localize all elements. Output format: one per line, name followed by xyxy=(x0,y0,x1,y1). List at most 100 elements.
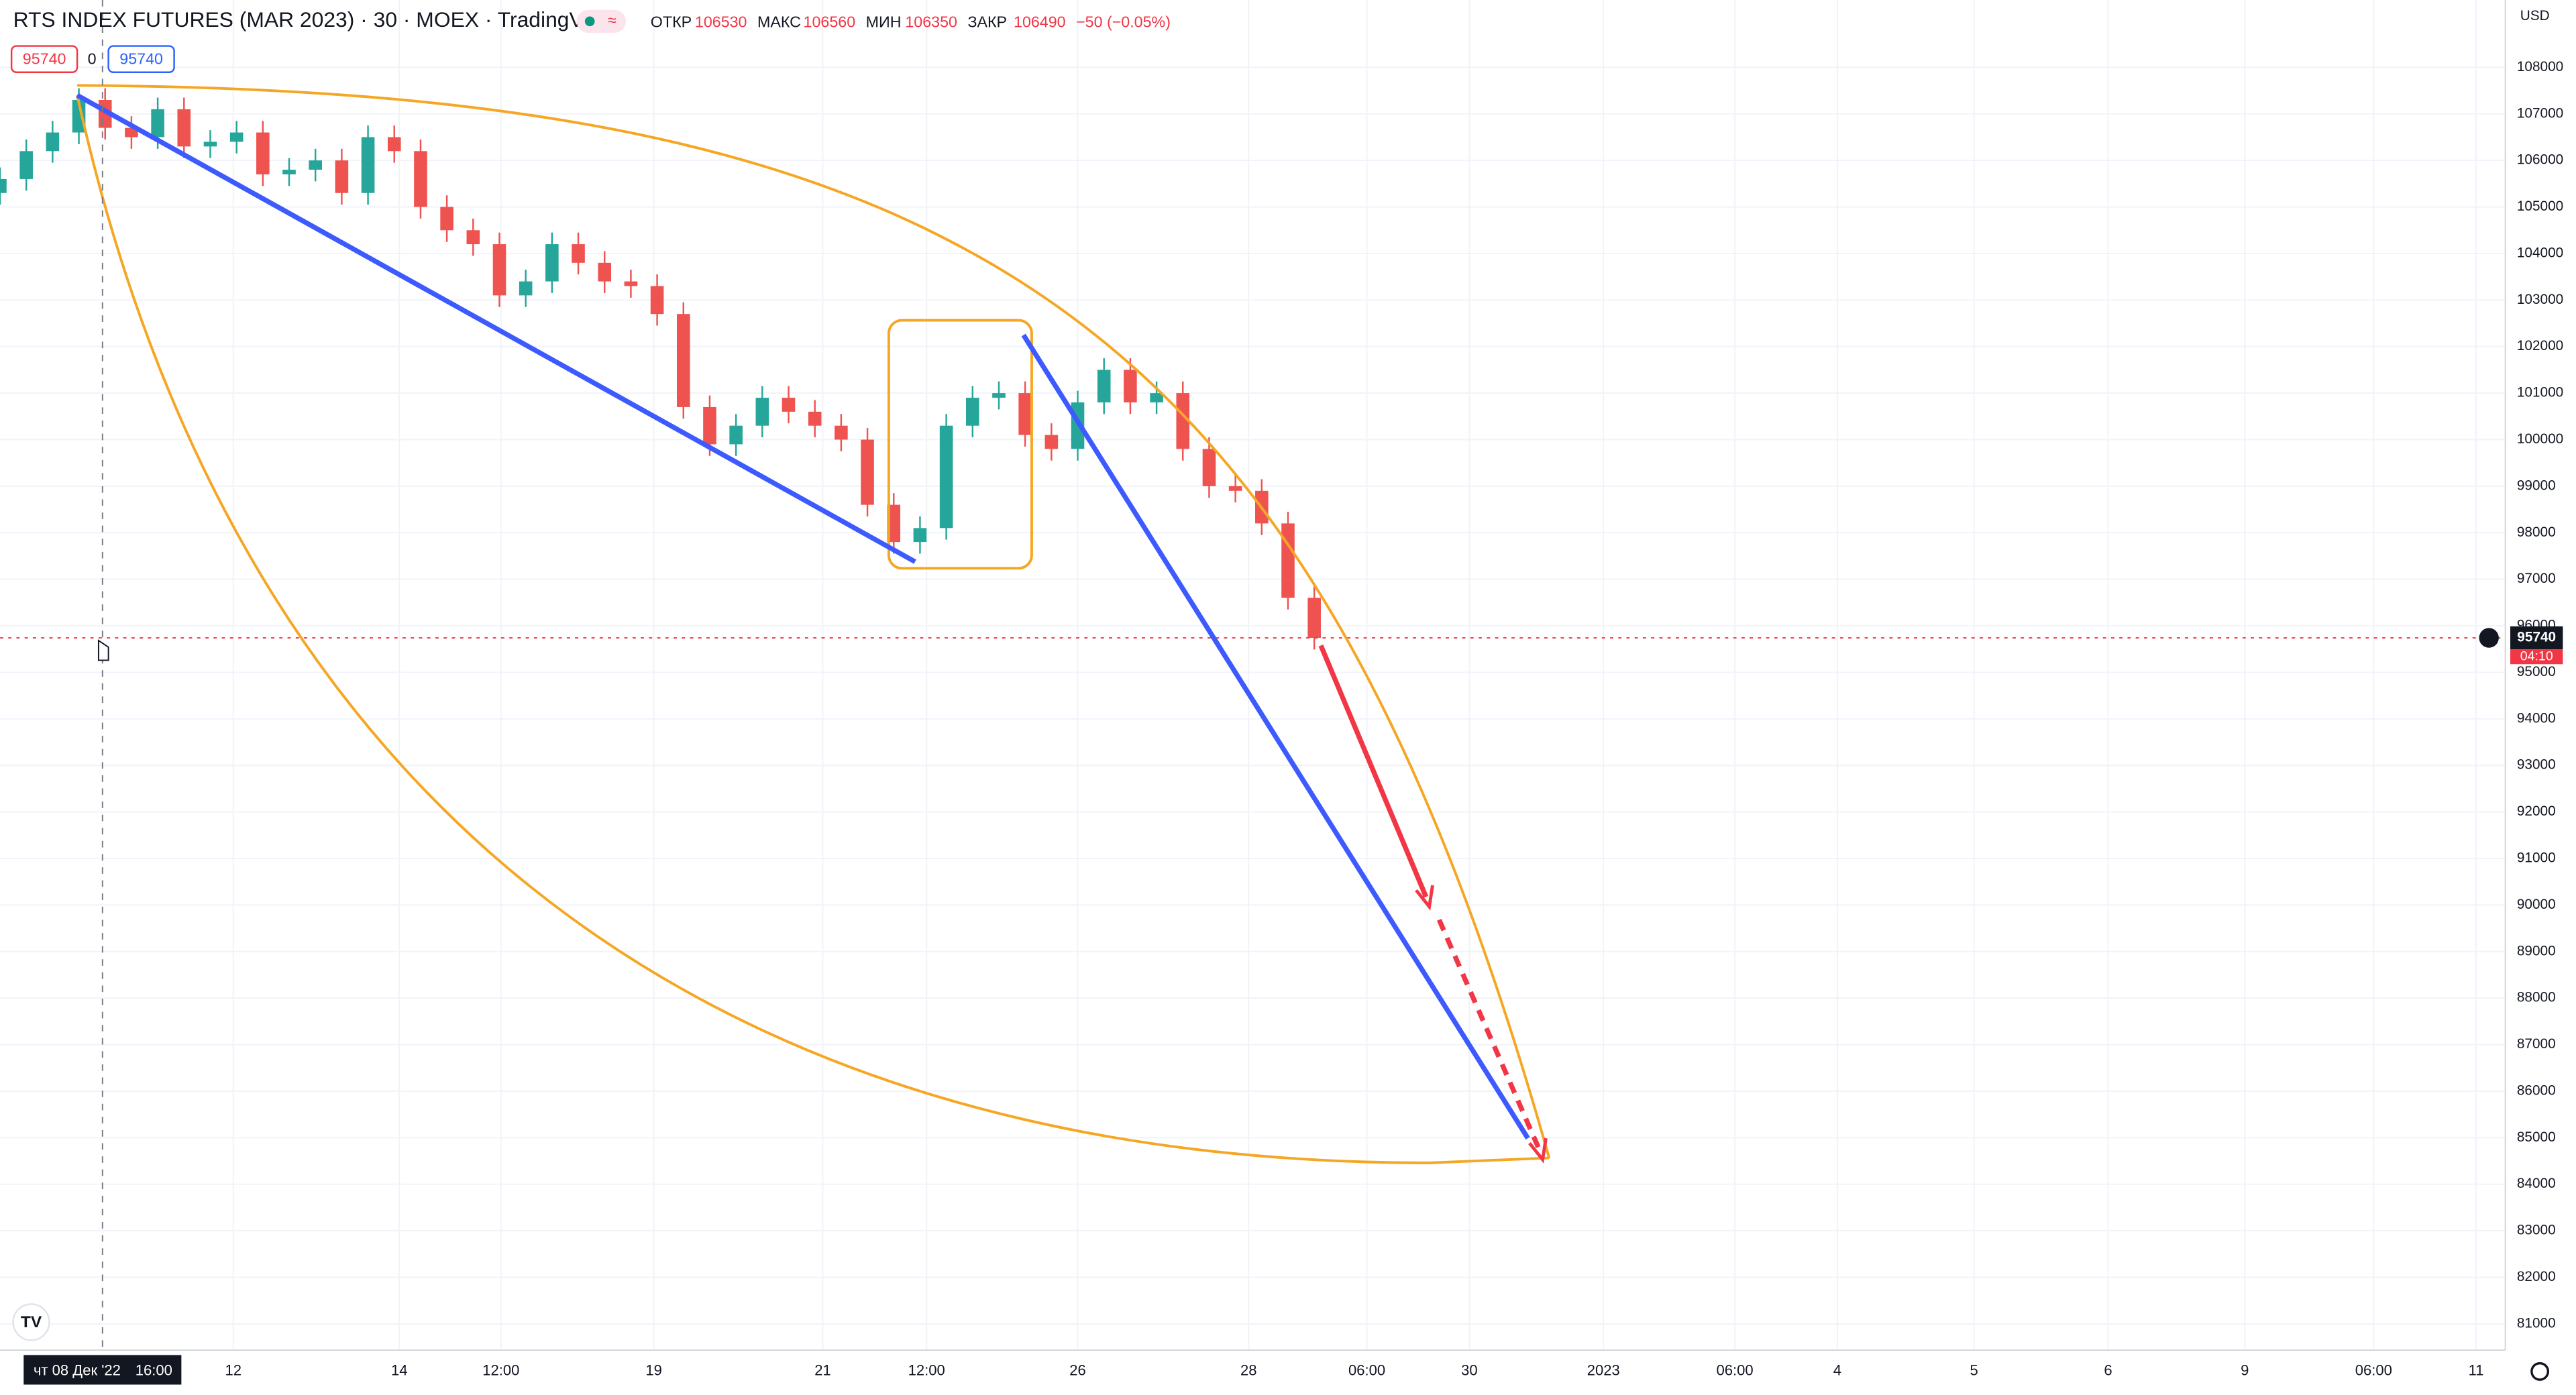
candle-body xyxy=(1044,435,1059,449)
buy-button[interactable] xyxy=(107,45,175,73)
candle-body xyxy=(1228,486,1242,491)
time-axis xyxy=(0,1350,2576,1395)
x-tick-label: 19 xyxy=(645,1362,662,1379)
candle-body xyxy=(1176,393,1190,449)
crosshair-date: чт 08 Дек '22 xyxy=(34,1362,121,1379)
candle-body xyxy=(861,439,874,505)
y-tick-label: 106000 xyxy=(2517,152,2563,168)
y-tick-label: 93000 xyxy=(2517,757,2556,773)
add-order[interactable] xyxy=(2479,628,2499,648)
x-tick-label: 12 xyxy=(225,1362,241,1379)
x-tick-label: 12:00 xyxy=(482,1362,519,1379)
arrow-head xyxy=(1415,885,1434,911)
candle-body xyxy=(1150,393,1163,402)
open-label: ОТКР xyxy=(651,13,692,30)
y-tick-label: 85000 xyxy=(2517,1129,2556,1145)
low-value: 106350 xyxy=(905,13,957,30)
candle-body xyxy=(1202,449,1216,486)
x-tick-label: 28 xyxy=(1240,1362,1257,1379)
candle-body xyxy=(0,178,7,193)
high-value: 106560 xyxy=(804,13,856,30)
x-tick-label: 06:00 xyxy=(1717,1362,1754,1379)
sell-button[interactable] xyxy=(10,45,78,73)
logo[interactable] xyxy=(12,1303,50,1341)
candle-body xyxy=(492,244,506,296)
y-tick-label: 95000 xyxy=(2517,664,2556,679)
candle-body xyxy=(177,109,191,147)
candle-body xyxy=(414,151,427,207)
countdown: 04:10 xyxy=(2520,649,2553,663)
arrow xyxy=(1318,645,1429,898)
x-tick-label: 06:00 xyxy=(1348,1362,1385,1379)
y-tick-label: 100000 xyxy=(2517,431,2563,447)
highlight-box xyxy=(887,319,1033,570)
candle-body xyxy=(887,504,901,543)
y-tick-label: 83000 xyxy=(2517,1223,2556,1238)
candle-body xyxy=(650,286,664,315)
y-tick-label: 82000 xyxy=(2517,1269,2556,1284)
arc-lower xyxy=(76,95,1550,1164)
crosshair-label-box xyxy=(23,1355,182,1385)
candle-body xyxy=(1124,370,1137,402)
x-tick-label: 26 xyxy=(1069,1362,1086,1379)
x-tick-label: 9 xyxy=(2241,1362,2249,1379)
settings[interactable] xyxy=(2530,1361,2550,1381)
drawings xyxy=(76,84,1551,1164)
close-value: 106490 xyxy=(1014,13,1066,30)
grid xyxy=(0,0,2506,1351)
candle-body xyxy=(835,425,848,440)
candle-body xyxy=(729,425,743,445)
candle-body xyxy=(440,207,453,231)
candle-body xyxy=(519,281,533,296)
candle-body xyxy=(151,109,164,137)
candle-body xyxy=(203,142,217,147)
y-tick-label: 91000 xyxy=(2517,850,2556,865)
y-tick-label: 94000 xyxy=(2517,710,2556,726)
trend-line xyxy=(1021,333,1530,1140)
buy-price[interactable]: 95740 xyxy=(119,50,163,68)
y-tick-label: 107000 xyxy=(2517,105,2563,121)
x-tick-label: 4 xyxy=(1833,1362,1841,1379)
candle-body xyxy=(808,411,822,426)
candle-body xyxy=(1097,370,1111,402)
candle-body xyxy=(572,244,585,263)
sell-price[interactable]: 95740 xyxy=(23,50,66,68)
arc-upper xyxy=(77,84,1551,1159)
change-value: −50 (−0.05%) xyxy=(1076,13,1171,30)
x-tick-label: 30 xyxy=(1461,1362,1478,1379)
y-tick-label: 88000 xyxy=(2517,990,2556,1005)
y-tick-label: 87000 xyxy=(2517,1036,2556,1052)
candle-body xyxy=(598,262,612,282)
x-tick-label: 14 xyxy=(391,1362,408,1379)
currency[interactable]: USD xyxy=(2520,8,2550,23)
chart-title: RTS INDEX FUTURES (MAR 2023) · 30 · MOEX… xyxy=(13,7,616,32)
candle-body xyxy=(676,314,690,407)
candle-body xyxy=(966,398,979,426)
arrow-dashed xyxy=(1436,918,1542,1151)
price-label: 95740 xyxy=(2517,630,2556,645)
candle-body xyxy=(466,230,480,245)
open-value: 106530 xyxy=(695,13,747,30)
candle-body xyxy=(703,406,716,445)
candle-body xyxy=(755,398,769,426)
logo-mark: TV xyxy=(21,1313,42,1331)
y-tick-label: 92000 xyxy=(2517,803,2556,819)
x-tick-label: 11 xyxy=(2469,1362,2484,1379)
x-tick-label: 5 xyxy=(1970,1362,1978,1379)
cursor xyxy=(97,639,109,661)
close-label: ЗАКР xyxy=(967,13,1007,30)
candle-body xyxy=(545,244,559,282)
y-tick-label: 90000 xyxy=(2517,897,2556,912)
order-qty[interactable]: 0 xyxy=(88,50,97,68)
y-tick-label: 104000 xyxy=(2517,245,2563,260)
candle-body xyxy=(361,137,375,193)
price-axis xyxy=(2505,0,2576,1395)
status-icon: ≈ xyxy=(608,11,616,29)
y-tick-label: 89000 xyxy=(2517,943,2556,958)
arrow-head xyxy=(1528,1137,1548,1164)
candle-body xyxy=(1018,393,1032,435)
high-label: МАКС xyxy=(757,13,801,30)
x-tick-label: 21 xyxy=(814,1362,831,1379)
price-label-box xyxy=(2510,626,2563,650)
